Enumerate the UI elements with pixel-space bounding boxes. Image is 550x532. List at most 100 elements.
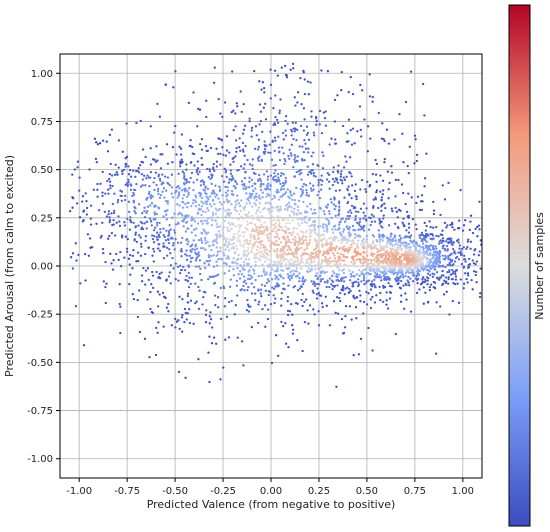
scatter-point — [359, 218, 362, 221]
scatter-point — [108, 218, 112, 222]
scatter-point — [369, 137, 372, 140]
scatter-point — [218, 189, 222, 193]
scatter-point — [311, 163, 315, 166]
scatter-point — [284, 342, 288, 345]
scatter-point — [204, 321, 208, 324]
scatter-point — [255, 195, 258, 199]
scatter-point — [95, 160, 98, 164]
scatter-point — [235, 146, 238, 150]
scatter-point — [419, 200, 423, 203]
scatter-point — [337, 210, 341, 213]
scatter-point — [149, 147, 152, 150]
scatter-point — [132, 221, 135, 224]
scatter-point — [429, 244, 433, 247]
scatter-point — [384, 270, 387, 273]
scatter-point — [228, 223, 232, 226]
scatter-point — [167, 241, 171, 245]
scatter-point — [140, 173, 144, 176]
scatter-point — [453, 282, 457, 286]
scatter-point — [132, 199, 135, 202]
scatter-point — [319, 178, 322, 181]
scatter-point — [204, 313, 208, 317]
scatter-point — [249, 236, 253, 239]
y-tick-label: 0.50 — [31, 165, 53, 176]
scatter-point — [408, 248, 411, 251]
scatter-point — [332, 170, 335, 174]
scatter-point — [162, 245, 166, 248]
scatter-point — [379, 174, 382, 177]
scatter-point — [336, 260, 339, 264]
scatter-point — [350, 204, 354, 208]
scatter-point — [233, 206, 237, 209]
scatter-point — [328, 187, 331, 190]
scatter-point — [446, 224, 449, 227]
scatter-point — [222, 226, 226, 229]
scatter-point — [335, 273, 338, 276]
scatter-point — [337, 214, 340, 217]
scatter-point — [314, 115, 318, 119]
scatter-point — [232, 233, 236, 236]
scatter-point — [253, 254, 256, 258]
scatter-point — [242, 206, 245, 210]
scatter-point — [293, 127, 296, 130]
scatter-point — [188, 276, 191, 279]
scatter-point — [401, 132, 404, 135]
scatter-point — [414, 138, 417, 141]
scatter-point — [334, 189, 338, 192]
scatter-point — [78, 189, 81, 192]
scatter-point — [298, 224, 301, 227]
scatter-point — [441, 254, 444, 257]
scatter-point — [333, 271, 336, 275]
scatter-point — [263, 273, 266, 276]
scatter-point — [429, 251, 432, 255]
scatter-point — [157, 276, 160, 279]
scatter-point — [286, 218, 290, 222]
scatter-point — [311, 229, 315, 232]
scatter-point — [195, 227, 198, 230]
scatter-point — [157, 173, 161, 176]
scatter-point — [343, 196, 346, 199]
scatter-point — [247, 274, 250, 277]
scatter-point — [174, 326, 177, 329]
scatter-point — [300, 242, 303, 246]
scatter-point — [212, 81, 216, 84]
scatter-point — [406, 261, 409, 264]
scatter-point — [428, 288, 431, 292]
scatter-point — [257, 241, 260, 244]
scatter-point — [304, 142, 307, 145]
scatter-point — [153, 176, 156, 180]
scatter-point — [397, 270, 400, 273]
scatter-point — [123, 256, 126, 259]
scatter-point — [195, 256, 198, 260]
scatter-point — [386, 259, 390, 262]
scatter-point — [375, 273, 379, 276]
scatter-point — [340, 70, 343, 74]
scatter-point — [373, 301, 377, 304]
scatter-point — [254, 256, 258, 260]
scatter-point — [459, 278, 462, 281]
scatter-point — [413, 261, 416, 264]
scatter-point — [296, 101, 299, 104]
scatter-point — [385, 128, 389, 131]
scatter-point — [375, 189, 379, 192]
scatter-point — [181, 200, 184, 204]
scatter-point — [206, 167, 209, 171]
scatter-point — [138, 289, 141, 292]
scatter-point — [382, 286, 385, 289]
scatter-point — [248, 176, 251, 179]
scatter-point — [301, 292, 304, 296]
scatter-point — [322, 226, 325, 229]
scatter-point — [320, 302, 324, 305]
scatter-point — [237, 168, 240, 172]
scatter-point — [386, 307, 390, 310]
scatter-point — [303, 300, 306, 304]
scatter-point — [353, 297, 356, 300]
scatter-point — [200, 196, 204, 200]
scatter-point — [197, 203, 201, 207]
scatter-point — [370, 247, 373, 251]
scatter-point — [410, 240, 413, 243]
scatter-point — [252, 268, 255, 271]
scatter-point — [75, 202, 79, 205]
scatter-point — [153, 188, 156, 192]
scatter-point — [289, 191, 292, 194]
